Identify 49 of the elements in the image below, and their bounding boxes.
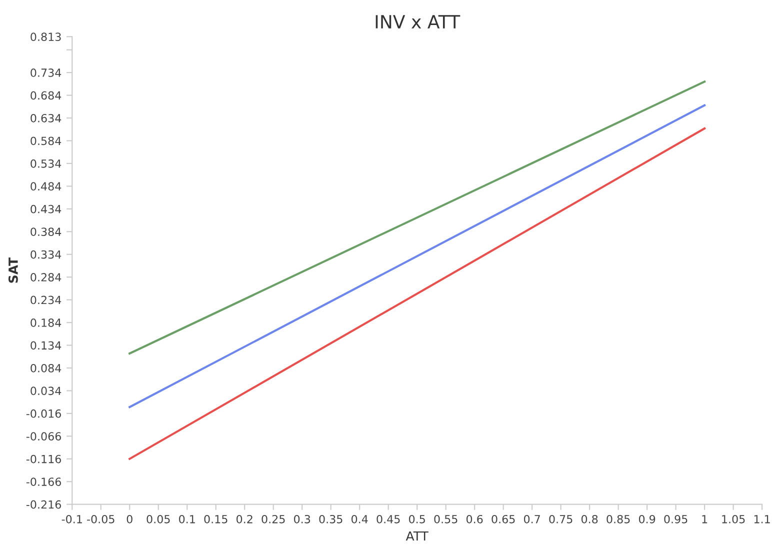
y-tick-label: 0.334 xyxy=(30,250,62,259)
x-tick-label: 1.1 xyxy=(754,515,770,524)
chart-title: INV x ATT xyxy=(376,15,460,28)
x-tick-label: -0.1 xyxy=(62,514,82,524)
y-tick-label: 0.634 xyxy=(30,114,62,122)
x-tick-label: 0.35 xyxy=(319,514,342,524)
x-tick-label: 0 xyxy=(126,514,132,524)
y-tick-label: 0.434 xyxy=(30,204,62,214)
y-tick-label: 0.234 xyxy=(30,296,62,304)
x-tick-label: 0.8 xyxy=(581,514,598,524)
y-tick-label: 0.484 xyxy=(30,182,62,191)
x-tick-label: 0.85 xyxy=(606,514,630,524)
x-tick-label: 1.05 xyxy=(722,514,745,524)
x-tick-label: 0.5 xyxy=(408,514,425,524)
y-tick-label: -0.116 xyxy=(26,454,62,464)
x-tick-label: 0.1 xyxy=(179,514,195,524)
y-tick-label: -0.166 xyxy=(26,478,62,486)
x-axis-title: ATT xyxy=(406,531,428,541)
y-tick-label: 0.384 xyxy=(30,228,62,236)
y-tick-label: 0.134 xyxy=(30,341,62,350)
y-tick-label: -0.066 xyxy=(26,432,62,441)
x-tick-label: 0.2 xyxy=(236,514,252,524)
x-tick-label: 0.05 xyxy=(146,514,170,524)
y-tick-label: 0.084 xyxy=(30,364,62,372)
y-tick-label: -0.216 xyxy=(26,500,62,509)
x-tick-label: 0.45 xyxy=(376,514,400,524)
x-tick-label: -0.05 xyxy=(87,514,114,524)
x-tick-label: 0.6 xyxy=(466,514,483,524)
y-tick-label: 0.813 xyxy=(30,32,61,42)
x-tick-label: 0.65 xyxy=(492,514,515,524)
y-axis-title: SAT xyxy=(8,257,18,283)
x-tick-label: 0.15 xyxy=(204,514,228,524)
x-tick-label: 0.4 xyxy=(351,514,368,524)
y-tick-label: 0.734 xyxy=(30,68,62,77)
y-tick-label: 0.034 xyxy=(30,386,62,396)
x-tick-label: 1 xyxy=(702,515,708,524)
y-tick-label: 0.584 xyxy=(30,136,62,146)
x-tick-label: 0.55 xyxy=(434,514,458,524)
y-tick-label: 0.184 xyxy=(30,318,62,327)
x-tick-label: 0.95 xyxy=(664,514,688,524)
y-tick-label: 0.534 xyxy=(30,159,62,168)
y-tick-label: 0.284 xyxy=(30,273,62,282)
x-tick-label: 0.7 xyxy=(524,514,540,524)
x-tick-label: 0.25 xyxy=(262,514,285,524)
x-tick-label: 0.9 xyxy=(638,514,656,524)
y-tick-label: 0.684 xyxy=(30,91,62,100)
y-tick-label: -0.016 xyxy=(26,409,62,418)
x-tick-label: 0.75 xyxy=(549,514,572,524)
x-tick-label: 0.3 xyxy=(294,514,310,524)
